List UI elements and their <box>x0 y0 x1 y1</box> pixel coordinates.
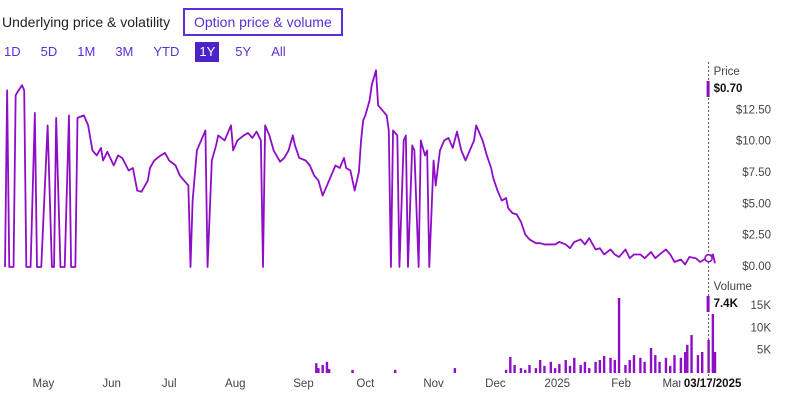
readout-marker <box>706 81 710 97</box>
x-tick-label: May <box>33 378 55 390</box>
volume-bar <box>528 364 531 373</box>
volume-bar <box>613 360 616 373</box>
x-tick-label: 2025 <box>544 378 570 390</box>
price-line <box>4 69 716 268</box>
volume-bar <box>673 355 676 373</box>
volume-bar <box>538 360 542 373</box>
range-button[interactable]: All <box>271 44 286 59</box>
volume-bar <box>513 364 516 373</box>
x-tick-label: Jul <box>162 378 177 390</box>
volume-bar <box>351 369 354 373</box>
x-tick-label: Jun <box>102 378 121 390</box>
volume-bar <box>654 355 657 373</box>
y-tick-label: 15K <box>751 300 772 312</box>
volume-bar <box>573 357 576 373</box>
y-tick-label: $5.00 <box>742 198 771 210</box>
y-tick-label: 5K <box>757 345 771 357</box>
volume-bar <box>701 352 704 373</box>
volume-bar <box>609 357 612 373</box>
volume-bar <box>690 335 693 373</box>
volume-bar <box>711 314 715 373</box>
volume-bar <box>664 357 668 373</box>
range-button[interactable]: 1Y <box>195 42 220 62</box>
x-tick-label: Oct <box>356 378 375 390</box>
x-tick-label: Aug <box>225 378 245 390</box>
y-tick-label: 10K <box>751 322 772 334</box>
volume-bar <box>643 361 646 373</box>
volume-bar <box>602 356 606 373</box>
range-button[interactable]: 1D <box>4 44 21 59</box>
cursor-point <box>704 253 713 263</box>
x-tick-label: Dec <box>485 378 506 390</box>
tab[interactable]: Option price & volume <box>183 8 343 36</box>
price-readout: $0.70 <box>714 83 743 95</box>
x-tick-label: Feb <box>611 378 631 390</box>
volume-bar <box>598 360 602 373</box>
y-tick-label: $0.00 <box>742 261 771 273</box>
volume-bar <box>509 356 512 373</box>
volume-bar <box>549 361 553 373</box>
volume-bar <box>321 364 324 373</box>
x-tick-label: Nov <box>423 378 444 390</box>
volume-bar <box>579 364 582 373</box>
range-button[interactable]: YTD <box>153 44 180 59</box>
volume-bar <box>658 361 661 373</box>
volume-bar <box>683 352 687 373</box>
volume-bar <box>628 360 631 373</box>
volume-bar <box>543 365 546 373</box>
volume-bar <box>568 365 572 373</box>
volume-bar <box>583 361 587 373</box>
y-tick-label: $2.50 <box>742 230 771 242</box>
readout-marker <box>706 296 710 312</box>
volume-bar <box>553 368 557 373</box>
volume-bar <box>639 357 642 373</box>
date-readout: 03/17/2025 <box>684 378 742 390</box>
volume-bar <box>679 357 683 373</box>
volume-bar <box>594 361 597 373</box>
x-tick-label: Mar <box>662 378 682 390</box>
volume-bar <box>686 344 689 373</box>
range-button[interactable]: 5Y <box>235 44 252 59</box>
range-bar: 1D 5D 1M 3M YTD 1Y 5Y All <box>0 42 302 62</box>
tab[interactable]: Underlying price & volatility <box>2 14 171 30</box>
volume-bar <box>558 364 561 373</box>
volume-bar <box>504 369 508 373</box>
volume-bar <box>696 355 700 373</box>
axis-label: Price <box>714 66 740 78</box>
readout-bg <box>710 280 751 314</box>
volume-bar <box>534 368 538 373</box>
volume-bar <box>453 368 457 373</box>
axis-label: Volume <box>714 281 752 293</box>
readout-bg <box>710 64 773 100</box>
readout-bg <box>680 376 747 392</box>
y-tick-label: $12.50 <box>736 104 771 116</box>
volume-bar <box>624 364 627 373</box>
x-tick-label: Sep <box>293 378 313 390</box>
y-tick-label: $10.00 <box>736 136 771 148</box>
range-button[interactable]: 1M <box>77 44 96 59</box>
volume-bar <box>524 369 527 373</box>
y-tick-label: $7.50 <box>742 167 771 179</box>
volume-bar <box>564 360 567 373</box>
volume-bar <box>317 368 320 373</box>
volume-bar <box>617 297 621 373</box>
volume-bar <box>649 347 653 373</box>
volume-bar <box>707 339 710 373</box>
volume-bar <box>519 368 523 373</box>
range-button[interactable]: 5D <box>40 44 58 59</box>
volume-bar <box>327 368 331 373</box>
volume-bar <box>588 368 591 373</box>
volume-bar <box>713 352 717 373</box>
volume-bar <box>632 355 636 373</box>
volume-readout: 7.4K <box>714 298 739 310</box>
range-button[interactable]: 3M <box>115 44 134 59</box>
volume-bar <box>669 365 672 373</box>
volume-bar <box>325 361 329 373</box>
volume-bar <box>393 369 397 373</box>
volume-bar <box>315 363 318 373</box>
